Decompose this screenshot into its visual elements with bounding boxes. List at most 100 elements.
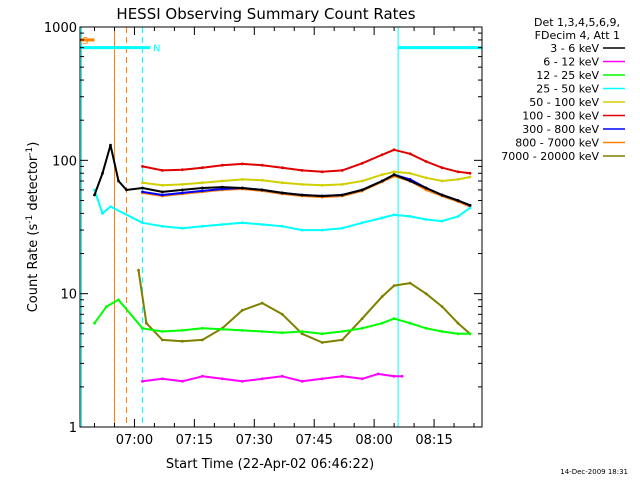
data-point-25-50-kev (161, 224, 164, 228)
data-point-25-50-kev (201, 224, 204, 228)
data-point-25-50-kev (300, 228, 304, 232)
legend-entry-label: 300 - 800 keV (522, 123, 599, 136)
data-point-3-6-kev (220, 185, 224, 189)
data-point-100-300-kev (320, 170, 324, 174)
data-point-100-300-kev (440, 166, 444, 170)
data-point-25-50-kev (260, 223, 264, 226)
data-point-6-12-kev (376, 372, 380, 376)
data-point-6-12-kev (340, 374, 344, 378)
data-point-7000-20000-kev (408, 281, 412, 285)
data-point-25-50-kev (360, 221, 364, 225)
data-point-6-12-kev (280, 374, 284, 378)
y-axis-label: Count Rate (s-1 detector-1) (25, 142, 41, 313)
data-point-12-25-kev (93, 321, 96, 325)
data-point-25-50-kev (280, 224, 284, 228)
data-point-6-12-kev (300, 379, 304, 383)
data-point-100-300-kev (468, 171, 472, 175)
data-point-25-50-kev (380, 216, 384, 220)
data-point-3-6-kev (320, 194, 324, 198)
x-axis-label: Start Time (22-Apr-02 06:46:22) (166, 457, 374, 472)
data-point-3-6-kev (340, 193, 344, 197)
data-point-6-12-kev (392, 374, 396, 378)
data-point-100-300-kev (280, 166, 284, 170)
data-point-3-6-kev (161, 190, 164, 194)
data-point-100-300-kev (220, 163, 224, 167)
data-point-50-100-kev (440, 179, 444, 183)
x-tick-label: 07:00 (116, 433, 153, 448)
data-point-100-300-kev (340, 169, 344, 172)
data-point-12-25-kev (456, 332, 460, 336)
data-point-50-100-kev (161, 183, 164, 187)
data-point-3-6-kev (141, 186, 144, 190)
legend-entry-label: 6 - 12 keV (543, 56, 599, 69)
series-line-12-25-kev (93, 298, 470, 335)
data-point-7000-20000-kev (181, 339, 184, 343)
data-point-12-25-kev (117, 298, 120, 302)
data-point-50-100-kev (300, 183, 304, 186)
data-point-3-6-kev (181, 188, 184, 192)
data-point-25-50-kev (141, 221, 144, 225)
data-point-3-6-kev (380, 179, 384, 183)
data-point-7000-20000-kev (392, 284, 396, 287)
data-point-12-25-kev (300, 330, 304, 333)
data-point-12-25-kev (240, 329, 244, 332)
data-point-3-6-kev (109, 143, 112, 147)
data-point-7000-20000-kev (201, 338, 204, 342)
data-point-12-25-kev (440, 330, 444, 333)
data-point-25-50-kev (340, 226, 344, 230)
data-point-7000-20000-kev (440, 305, 444, 308)
data-point-6-12-kev (260, 377, 264, 381)
legend: Det 1,3,4,5,6,9, FDecim 4, Att 1 3 - 6 k… (501, 16, 625, 163)
data-point-12-25-kev (340, 330, 344, 333)
axis-layer: 07:00 07:15 07:30 07:45 08:00 08:15 1 10 100 1000 (44, 21, 482, 448)
data-point-25-50-kev (424, 218, 428, 221)
legend-entry-label: 800 - 7000 keV (515, 137, 599, 150)
data-point-12-25-kev (468, 332, 472, 336)
series-line-3-6-kev (93, 144, 471, 207)
x-tick-label: 08:15 (415, 433, 452, 448)
data-point-7000-20000-kev (280, 312, 284, 316)
data-point-3-6-kev (260, 188, 264, 192)
data-point-7000-20000-kev (360, 317, 364, 320)
data-point-3-6-kev (93, 193, 96, 197)
chart-title: HESSI Observing Summary Count Rates (116, 5, 415, 23)
data-point-300-800-kev (201, 189, 204, 193)
data-point-100-300-kev (201, 166, 204, 170)
data-point-3-6-kev (125, 188, 128, 192)
data-point-7000-20000-kev (137, 268, 140, 272)
data-point-300-800-kev (161, 193, 164, 197)
data-point-50-100-kev (360, 179, 364, 183)
data-point-7000-20000-kev (260, 301, 264, 305)
legend-header-line-1: Det 1,3,4,5,6,9, (534, 16, 620, 29)
legend-entry-label: 3 - 6 keV (550, 42, 599, 55)
data-point-100-300-kev (240, 162, 244, 166)
data-point-100-300-kev (260, 163, 264, 167)
legend-entry-label: 50 - 100 keV (529, 96, 599, 109)
mode-bar-label-s: S (82, 36, 88, 47)
data-point-3-6-kev (117, 179, 120, 183)
data-point-7000-20000-kev (320, 341, 324, 344)
data-point-25-50-kev (240, 221, 244, 225)
data-point-100-300-kev (300, 169, 304, 172)
data-point-300-800-kev (181, 191, 184, 195)
legend-entry-label: 12 - 25 keV (536, 69, 599, 82)
data-point-12-25-kev (380, 321, 384, 325)
data-point-50-100-kev (456, 178, 460, 181)
data-point-12-25-kev (320, 332, 324, 336)
data-point-12-25-kev (161, 330, 164, 333)
data-point-50-100-kev (240, 178, 244, 181)
data-point-6-12-kev (201, 374, 204, 378)
data-point-25-50-kev (220, 223, 224, 226)
data-point-12-25-kev (280, 331, 284, 335)
data-point-7000-20000-kev (161, 338, 164, 342)
data-point-100-300-kev (392, 148, 396, 152)
data-point-50-100-kev (408, 171, 412, 175)
x-tick-label: 07:30 (236, 433, 273, 448)
data-point-50-100-kev (340, 183, 344, 186)
data-point-100-300-kev (360, 161, 364, 165)
data-point-3-6-kev (424, 186, 428, 190)
data-point-50-100-kev (260, 178, 264, 182)
y-tick-label: 10 (60, 288, 77, 303)
legend-header-line-2: FDecim 4, Att 1 (535, 29, 620, 42)
